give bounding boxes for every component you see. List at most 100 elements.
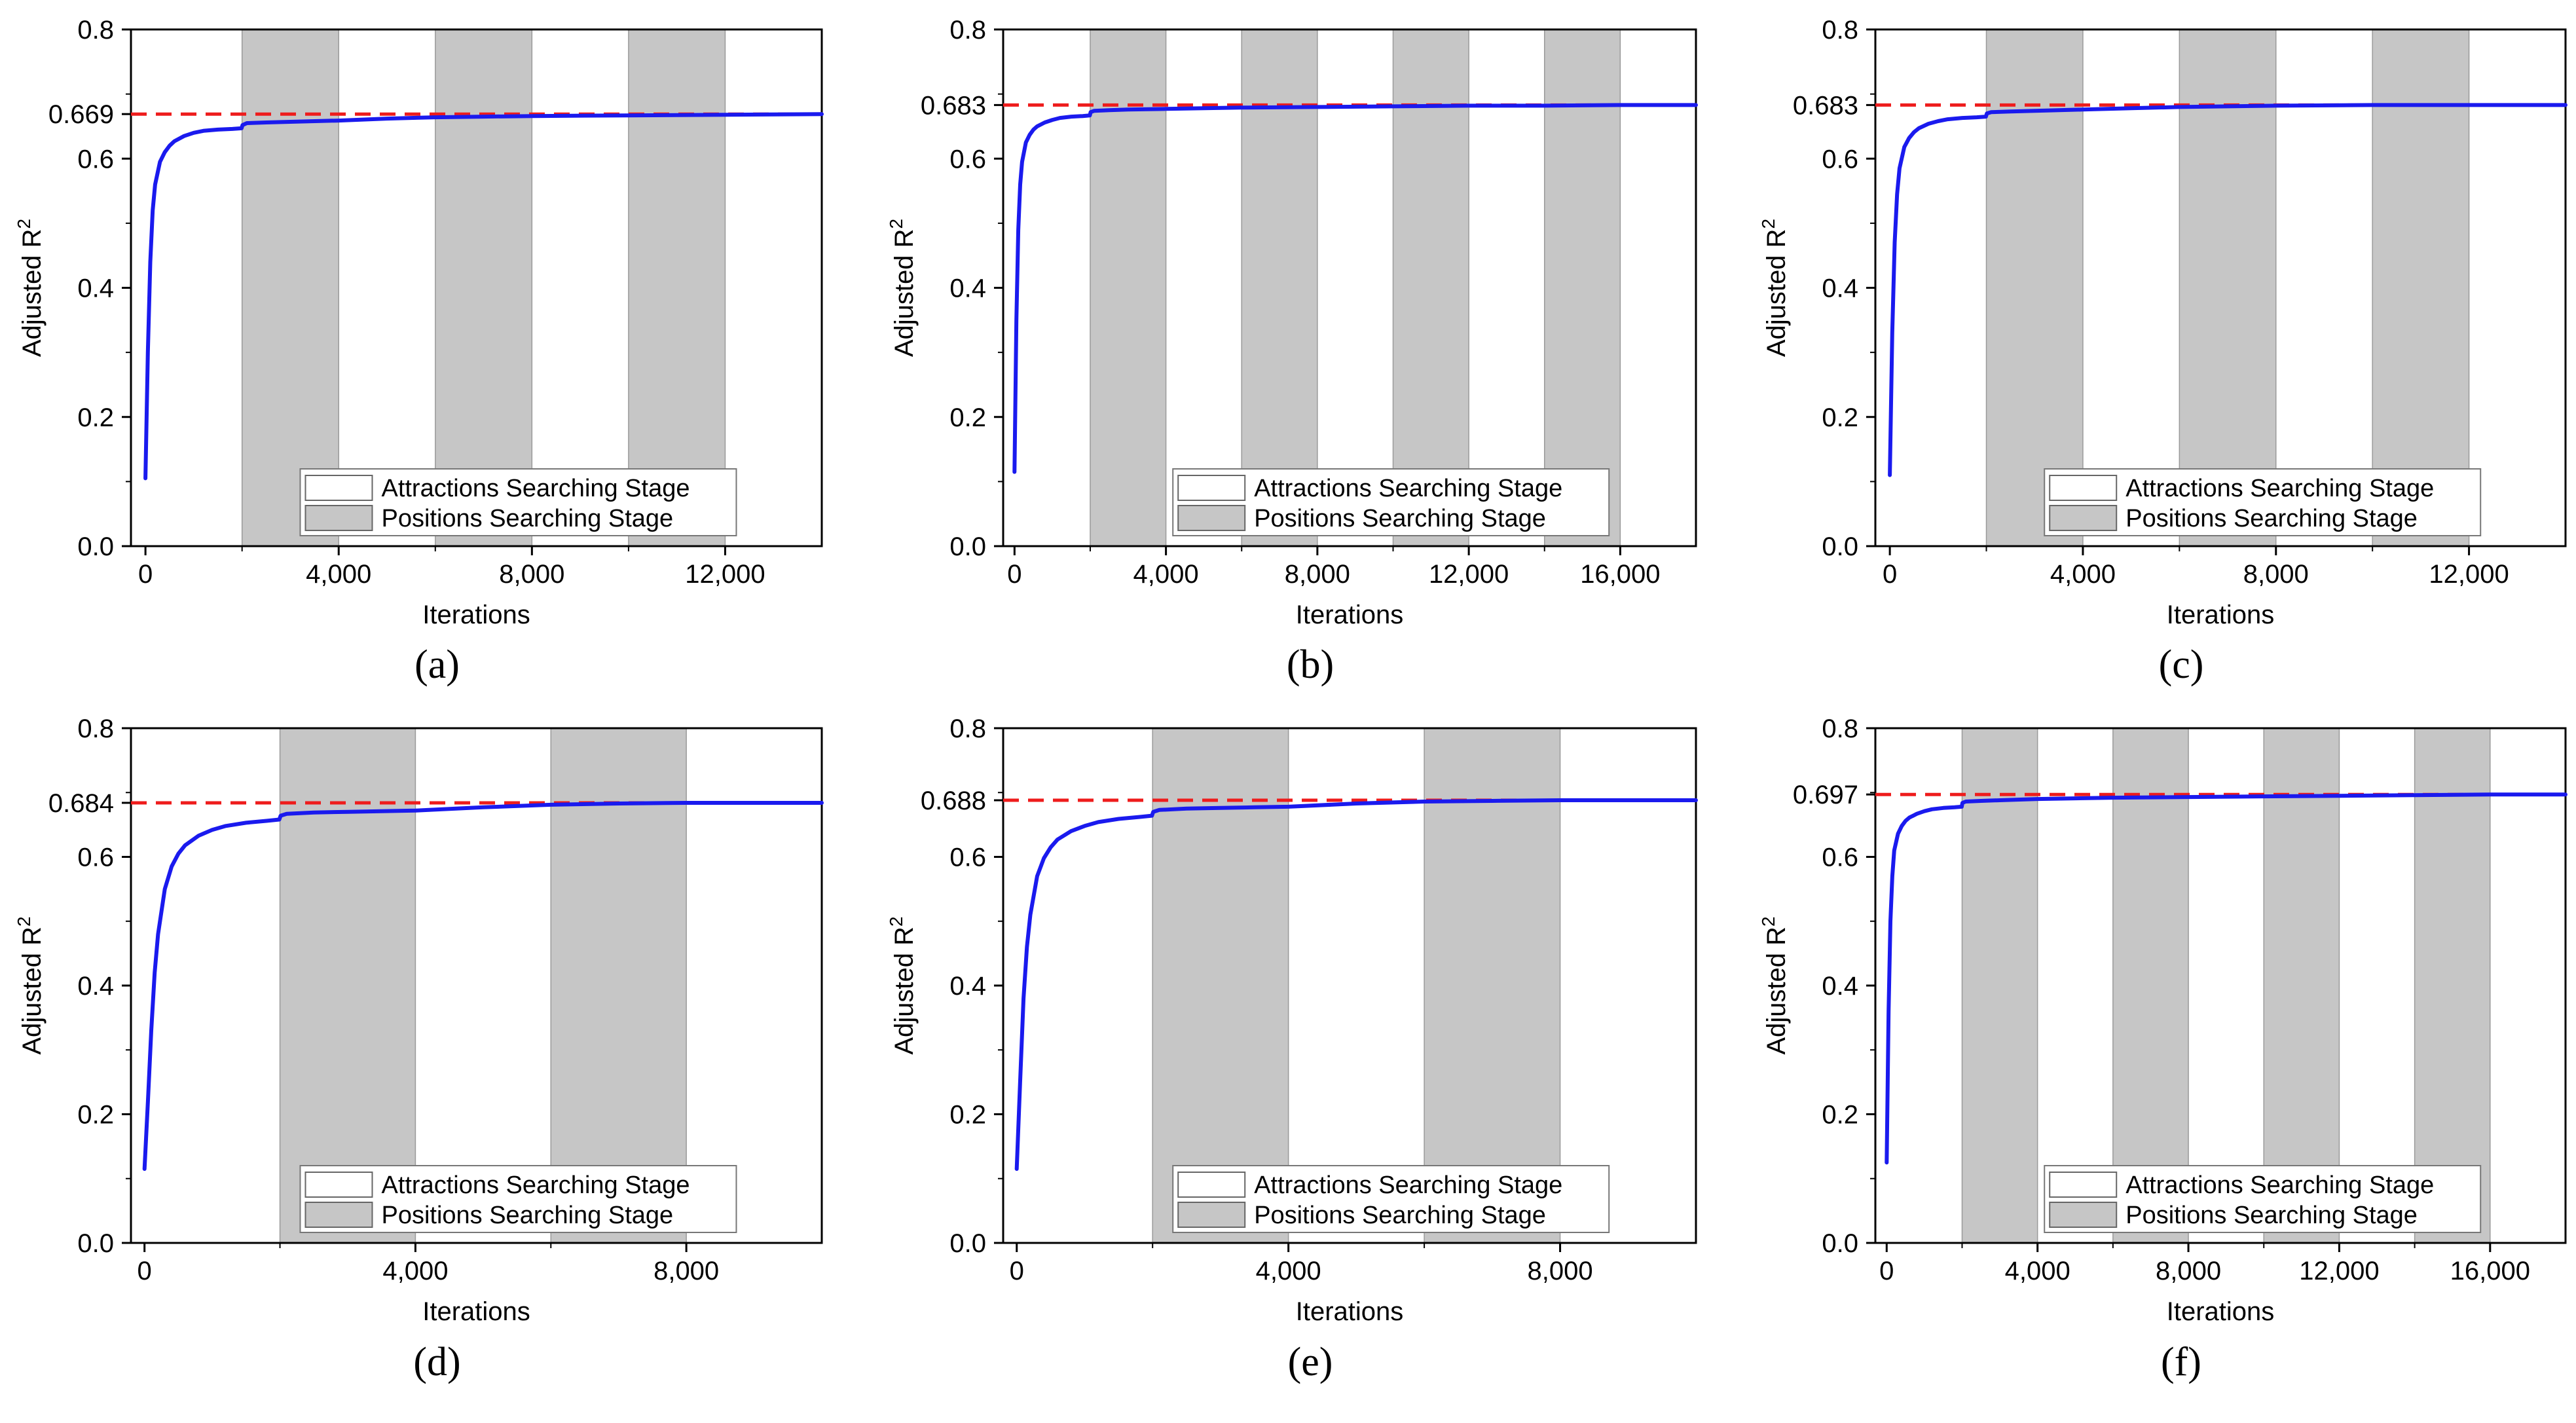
y-axis-title-text: Adjusted R bbox=[1762, 229, 1791, 357]
legend-swatch-positions bbox=[1177, 1202, 1246, 1228]
y-axis-title-superscript: 2 bbox=[1758, 219, 1778, 229]
y-axis-title-superscript: 2 bbox=[886, 916, 906, 927]
x-axis-title: Iterations bbox=[2167, 1297, 2275, 1326]
y-tick-label: 0.4 bbox=[949, 972, 986, 1001]
legend-label-attractions: Attractions Searching Stage bbox=[1254, 1172, 1562, 1199]
positions-stage-band bbox=[1961, 728, 2038, 1244]
y-tick-label: 0.4 bbox=[77, 274, 114, 303]
y-tick-label: 0.2 bbox=[1822, 403, 1858, 432]
y-tick-label: 0.6 bbox=[1822, 145, 1858, 174]
x-tick-label: 8,000 bbox=[499, 560, 564, 589]
y-tick-label: 0.8 bbox=[949, 16, 986, 45]
y-axis-title-superscript: 2 bbox=[886, 219, 906, 229]
x-tick-label: 12,000 bbox=[2299, 1257, 2379, 1285]
y-tick-label: 0.0 bbox=[949, 532, 986, 561]
x-tick-label: 0 bbox=[1883, 560, 1897, 589]
y-tick-label: 0.2 bbox=[949, 403, 986, 432]
x-tick-label: 8,000 bbox=[1285, 560, 1350, 589]
legend-label-positions: Positions Searching Stage bbox=[381, 505, 673, 532]
x-tick-label: 4,000 bbox=[2050, 560, 2116, 589]
panel-c: 0.0 0.2 0.4 0.6 0.8 0 4,000 8,000 12,000 0.683 Ite… bbox=[1758, 16, 2567, 687]
legend-swatch-attractions bbox=[304, 1172, 373, 1198]
y-axis-title: Adjusted R2 bbox=[14, 916, 46, 1054]
y-tick-label: 0.8 bbox=[77, 714, 114, 743]
panel-d: 0.0 0.2 0.4 0.6 0.8 0 4,000 8,000 0.684 Iteration… bbox=[14, 714, 824, 1384]
reference-value-label: 0.684 bbox=[48, 789, 114, 818]
positions-stage-band bbox=[2179, 29, 2277, 547]
x-tick-label: 12,000 bbox=[1429, 560, 1509, 589]
x-tick-label: 4,000 bbox=[382, 1257, 448, 1285]
adjusted-r2-curve bbox=[1014, 798, 1698, 1171]
x-axis-title: Iterations bbox=[1296, 601, 1404, 629]
y-axis-title-superscript: 2 bbox=[1758, 916, 1778, 927]
reference-value-label: 0.688 bbox=[921, 786, 986, 815]
y-axis-title-text: Adjusted R bbox=[890, 229, 919, 357]
x-tick-label: 0 bbox=[1007, 560, 1021, 589]
y-tick-label: 0.4 bbox=[1822, 972, 1858, 1001]
y-tick-label: 0.8 bbox=[1822, 714, 1858, 743]
positions-stage-band bbox=[1392, 29, 1469, 547]
y-axis-title: Adjusted R2 bbox=[1758, 219, 1791, 357]
positions-stage-band bbox=[550, 728, 687, 1244]
x-tick-label: 4,000 bbox=[306, 560, 371, 589]
adjusted-r2-curve bbox=[1012, 103, 1698, 474]
x-tick-label: 8,000 bbox=[2243, 560, 2309, 589]
y-tick-label: 0.8 bbox=[77, 16, 114, 45]
x-tick-label: 12,000 bbox=[685, 560, 765, 589]
y-tick-label: 0.0 bbox=[77, 532, 114, 561]
reference-value-label: 0.697 bbox=[1793, 781, 1858, 809]
x-tick-label: 8,000 bbox=[653, 1257, 719, 1285]
adjusted-r2-curve bbox=[1885, 792, 2567, 1165]
y-axis-title-text: Adjusted R bbox=[890, 927, 919, 1055]
positions-stage-band bbox=[1424, 728, 1561, 1244]
x-tick-label: 8,000 bbox=[1527, 1257, 1592, 1285]
positions-stage-band bbox=[1985, 29, 2084, 547]
reference-value-label: 0.669 bbox=[48, 100, 114, 129]
y-tick-label: 0.2 bbox=[77, 403, 114, 432]
reference-value-label: 0.683 bbox=[1793, 91, 1858, 120]
legend-label-attractions: Attractions Searching Stage bbox=[381, 475, 690, 502]
panel-b: 0.0 0.2 0.4 0.6 0.8 0 4,000 8,000 12,000 16,000 0.… bbox=[886, 16, 1698, 687]
y-axis-title-text: Adjusted R bbox=[1762, 927, 1791, 1055]
x-axis-title: Iterations bbox=[1296, 1297, 1404, 1326]
x-tick-label: 16,000 bbox=[2450, 1257, 2530, 1285]
positions-stage-band bbox=[1090, 29, 1167, 547]
y-tick-label: 0.4 bbox=[949, 274, 986, 303]
panel-label: (e) bbox=[1288, 1340, 1333, 1384]
panel-label: (b) bbox=[1287, 642, 1334, 687]
adjusted-r2-curve bbox=[142, 801, 824, 1171]
x-tick-label: 4,000 bbox=[1256, 1257, 1321, 1285]
positions-stage-band bbox=[1543, 29, 1621, 547]
panel-f: 0.0 0.2 0.4 0.6 0.8 0 4,000 8,000 12,000 16,000 0.… bbox=[1758, 714, 2567, 1384]
x-tick-label: 0 bbox=[138, 1257, 152, 1285]
legend-swatch-attractions bbox=[1177, 475, 1246, 501]
reference-value-label: 0.683 bbox=[921, 91, 986, 120]
legend-label-attractions: Attractions Searching Stage bbox=[381, 1172, 690, 1199]
legend-swatch-attractions bbox=[2049, 475, 2118, 501]
positions-stage-band bbox=[2263, 728, 2340, 1244]
x-tick-label: 0 bbox=[1010, 1257, 1024, 1285]
y-tick-label: 0.6 bbox=[77, 843, 114, 872]
legend-swatch-positions bbox=[304, 1202, 373, 1228]
x-tick-label: 4,000 bbox=[2005, 1257, 2070, 1285]
legend-label-attractions: Attractions Searching Stage bbox=[2125, 475, 2434, 502]
panel-e: 0.0 0.2 0.4 0.6 0.8 0 4,000 8,000 0.688 Iteration… bbox=[886, 714, 1698, 1384]
positions-stage-band bbox=[2372, 29, 2470, 547]
y-tick-label: 0.6 bbox=[1822, 843, 1858, 872]
x-axis-title: Iterations bbox=[422, 601, 530, 629]
legend-label-positions: Positions Searching Stage bbox=[381, 1202, 673, 1229]
adjusted-r2-curve bbox=[1888, 103, 2567, 477]
panel-label: (c) bbox=[2159, 642, 2204, 687]
y-tick-label: 0.6 bbox=[77, 145, 114, 174]
x-tick-label: 12,000 bbox=[2429, 560, 2509, 589]
legend-label-positions: Positions Searching Stage bbox=[1254, 1202, 1546, 1229]
y-axis-title: Adjusted R2 bbox=[886, 916, 919, 1054]
y-tick-label: 0.2 bbox=[949, 1101, 986, 1130]
y-axis-title: Adjusted R2 bbox=[886, 219, 919, 357]
y-tick-label: 0.0 bbox=[1822, 1229, 1858, 1258]
panel-a: 0.0 0.2 0.4 0.6 0.8 0 4,000 8,000 12,000 0.669 Ite… bbox=[14, 16, 824, 687]
legend-swatch-attractions bbox=[1177, 1172, 1246, 1198]
legend-label-positions: Positions Searching Stage bbox=[2125, 1202, 2418, 1229]
y-tick-label: 0.0 bbox=[77, 1229, 114, 1258]
